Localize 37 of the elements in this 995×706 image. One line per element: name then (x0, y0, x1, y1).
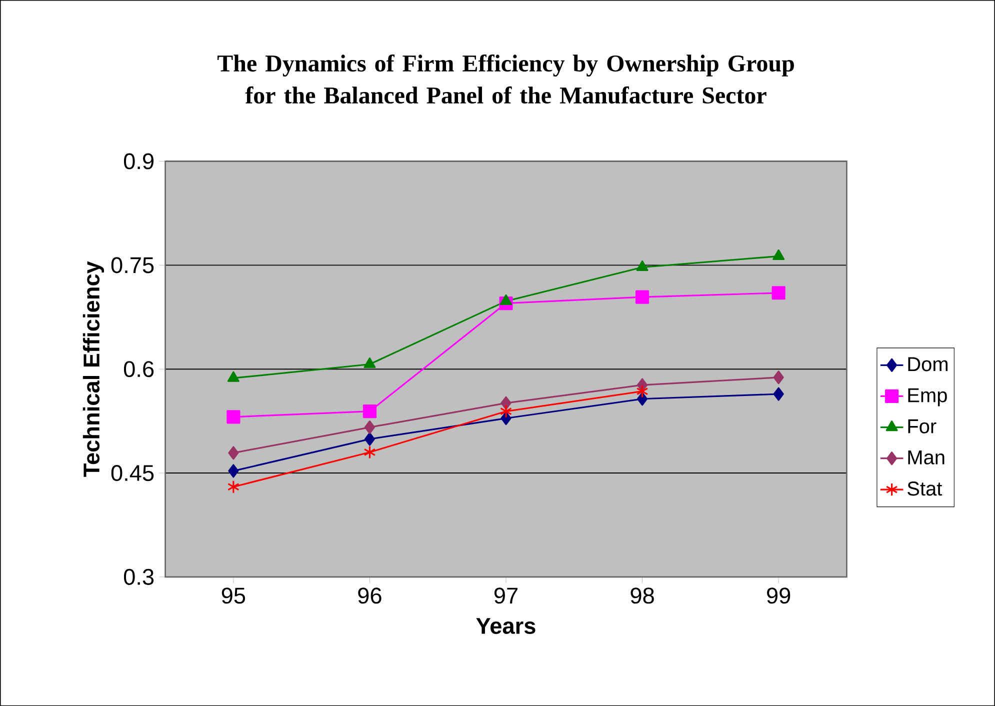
point (773, 387, 784, 401)
x-tick-label: 97 (494, 588, 518, 604)
point (636, 384, 648, 398)
point (636, 260, 648, 271)
point (364, 445, 376, 459)
x-axis-title: Years (476, 618, 536, 634)
point (772, 249, 785, 260)
point (500, 294, 512, 305)
point (228, 464, 239, 478)
chart-title: The Dynamics of Firm Efficiency by Ownership Group for the Balanced Panel of the Manufacture Sector (217, 54, 794, 104)
y-tick-label: 0.45 (111, 464, 154, 481)
x-tick-label: 96 (358, 588, 382, 604)
point (228, 446, 239, 460)
legend-label: Emp (908, 388, 947, 406)
point (227, 371, 240, 382)
point (364, 432, 376, 446)
y-tick-label: 0.75 (111, 257, 154, 274)
point (500, 404, 512, 418)
legend-label: Dom (908, 357, 948, 372)
legend-label: For (908, 419, 936, 434)
legend-label: Stat (908, 481, 942, 496)
point (364, 357, 376, 368)
point (364, 420, 376, 434)
point (635, 290, 650, 304)
legend-label: Man (908, 450, 944, 464)
y-tick-label: 0.3 (124, 568, 154, 585)
point (227, 480, 240, 494)
y-tick-label: 0.6 (124, 360, 154, 378)
y-tick-label: 0.9 (124, 153, 154, 170)
point (772, 286, 786, 300)
point (773, 370, 784, 384)
x-tick-label: 98 (630, 588, 654, 604)
point (362, 404, 377, 418)
point (226, 410, 240, 424)
y-axis-title: Technical Efficiency (82, 261, 104, 477)
x-tick-label: 99 (767, 588, 790, 604)
x-tick-label: 95 (222, 588, 246, 604)
